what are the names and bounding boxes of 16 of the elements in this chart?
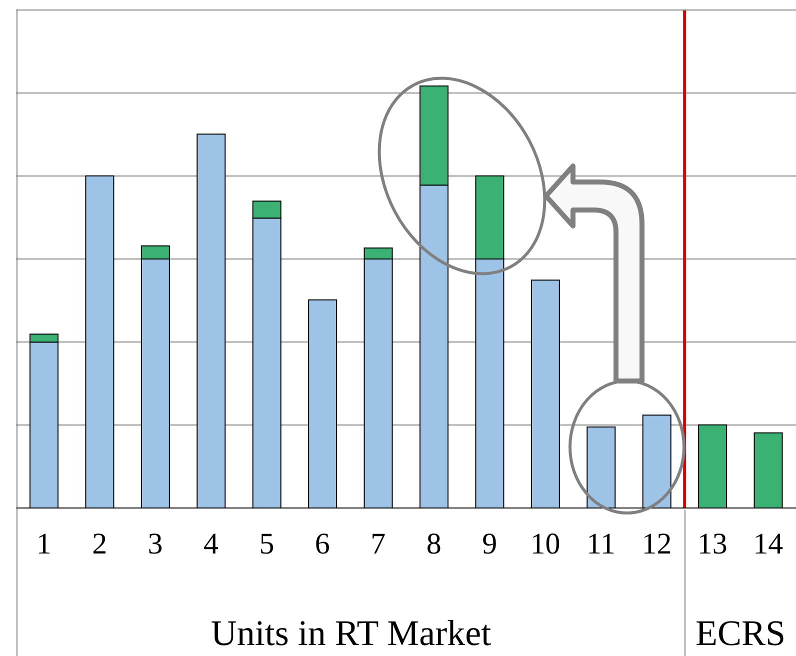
x-tick-label: 2 xyxy=(92,527,108,560)
x-tick-label: 7 xyxy=(370,527,386,560)
x-tick-label: 1 xyxy=(36,527,52,560)
x-tick-label: 6 xyxy=(314,527,330,560)
x-tick-label: 14 xyxy=(753,527,784,560)
x-tick-label: 4 xyxy=(204,527,218,560)
x-tick-label: 5 xyxy=(259,527,274,560)
x-tick-label: 3 xyxy=(148,527,163,560)
x-tick-label: 8 xyxy=(426,527,442,560)
x-tick-label: 13 xyxy=(697,527,728,560)
x-tick-label: 11 xyxy=(586,527,616,560)
x-tick-label: 10 xyxy=(530,527,560,560)
x-tick-label: 9 xyxy=(482,527,498,560)
text: Units in RT Market xyxy=(210,612,492,654)
text: ECRS xyxy=(694,612,787,654)
x-tick-label: 12 xyxy=(642,527,672,560)
